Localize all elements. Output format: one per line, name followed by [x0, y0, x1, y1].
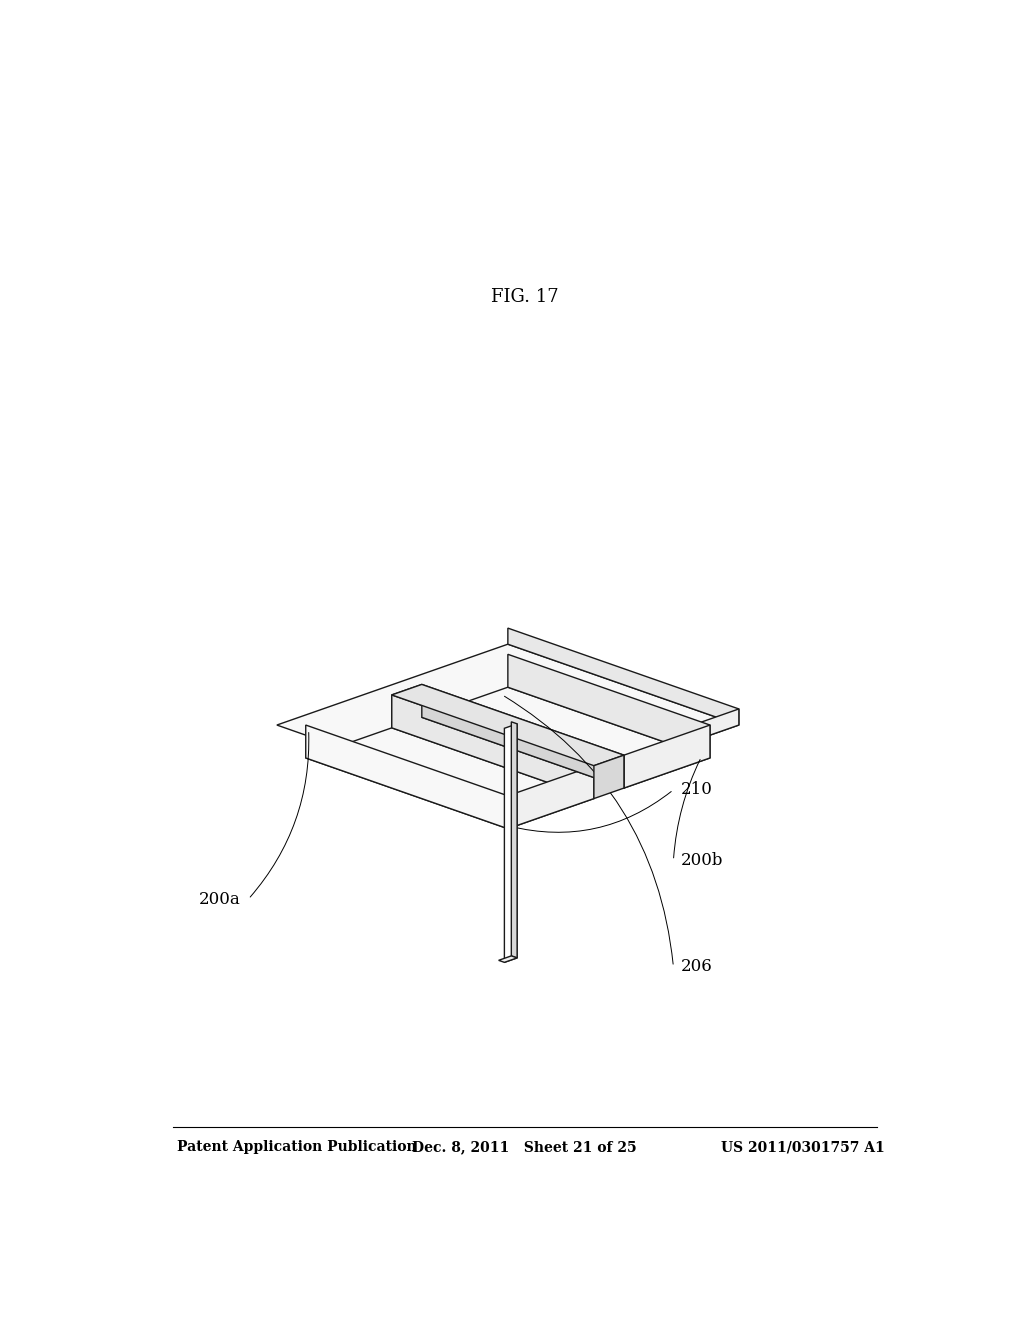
Text: 200a: 200a: [199, 891, 241, 908]
Polygon shape: [499, 956, 517, 962]
Text: 210: 210: [681, 781, 713, 799]
Text: US 2011/0301757 A1: US 2011/0301757 A1: [722, 1140, 885, 1154]
Polygon shape: [306, 725, 508, 829]
Polygon shape: [306, 727, 594, 829]
Polygon shape: [594, 755, 624, 799]
Text: Dec. 8, 2011   Sheet 21 of 25: Dec. 8, 2011 Sheet 21 of 25: [413, 1140, 637, 1154]
Text: Patent Application Publication: Patent Application Publication: [177, 1140, 417, 1154]
Text: FIG. 17: FIG. 17: [490, 288, 559, 306]
Polygon shape: [505, 723, 517, 962]
Text: 206: 206: [681, 958, 713, 975]
Polygon shape: [508, 628, 739, 725]
Text: 200b: 200b: [681, 853, 724, 869]
Polygon shape: [508, 709, 739, 807]
Polygon shape: [511, 722, 517, 958]
Polygon shape: [624, 725, 710, 788]
Polygon shape: [422, 688, 710, 788]
Polygon shape: [276, 644, 739, 807]
Polygon shape: [508, 766, 594, 829]
Polygon shape: [508, 655, 710, 758]
Polygon shape: [392, 684, 624, 766]
Polygon shape: [392, 684, 422, 727]
Polygon shape: [422, 684, 624, 788]
Polygon shape: [392, 694, 594, 799]
